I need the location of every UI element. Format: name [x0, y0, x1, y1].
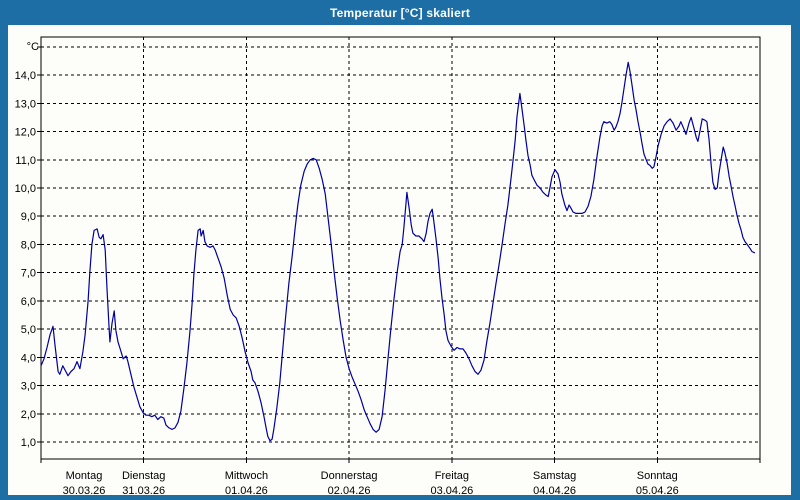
- day-date-label: 02.04.26: [328, 485, 371, 497]
- y-tick-label: 2,0: [21, 409, 36, 421]
- y-tick-label: 4,0: [21, 352, 36, 364]
- day-name-label: Samstag: [533, 470, 576, 482]
- day-name-label: Donnerstag: [321, 470, 378, 482]
- day-date-label: 01.04.26: [225, 485, 268, 497]
- y-tick-label: 13,0: [15, 98, 36, 110]
- y-tick-label: 14,0: [15, 70, 36, 82]
- day-date-label: 30.03.26: [63, 485, 106, 497]
- day-name-label: Mittwoch: [225, 470, 268, 482]
- day-name-label: Sonntag: [637, 470, 678, 482]
- day-date-label: 04.04.26: [533, 485, 576, 497]
- day-date-label: 31.03.26: [122, 485, 165, 497]
- y-tick-label: 7,0: [21, 268, 36, 280]
- y-tick-label: 3,0: [21, 381, 36, 393]
- y-tick-label: 11,0: [15, 155, 36, 167]
- window-border-left: [0, 25, 8, 500]
- y-tick-label: 1,0: [21, 437, 36, 449]
- window-border-right: [791, 25, 800, 500]
- y-tick-label: 6,0: [21, 296, 36, 308]
- day-name-label: Dienstag: [122, 470, 165, 482]
- day-date-label: 05.04.26: [636, 485, 679, 497]
- y-tick-label: 9,0: [21, 211, 36, 223]
- y-tick-label: 10,0: [15, 183, 36, 195]
- day-name-label: Freitag: [435, 470, 469, 482]
- window-title: Temperatur [°C] skaliert: [329, 5, 471, 20]
- day-name-label: Montag: [66, 470, 103, 482]
- y-tick-label: 8,0: [21, 240, 36, 252]
- y-axis-unit-label: °C: [27, 41, 39, 53]
- plot-border: [40, 36, 761, 460]
- window-title-bar[interactable]: Temperatur [°C] skaliert: [0, 0, 800, 25]
- day-date-label: 03.04.26: [430, 485, 473, 497]
- window-border-bottom: [0, 495, 800, 500]
- y-tick-label: 5,0: [21, 324, 36, 336]
- y-tick-label: 12,0: [15, 127, 36, 139]
- temperature-series-line: [40, 61, 756, 442]
